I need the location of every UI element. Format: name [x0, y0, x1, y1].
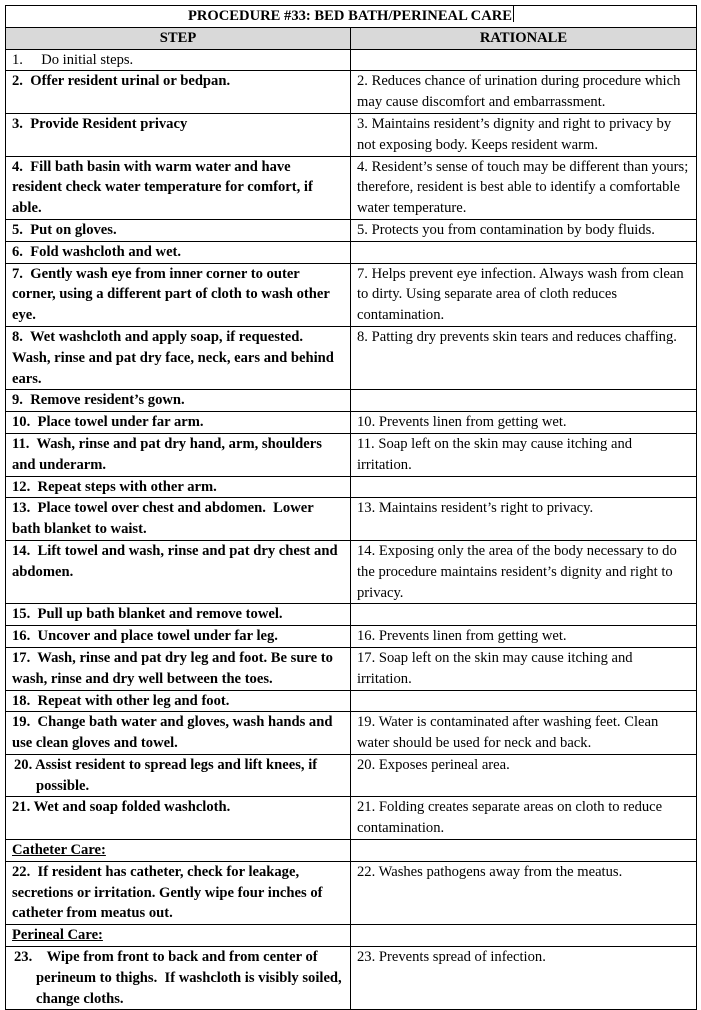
section-heading: Catheter Care: — [12, 842, 106, 859]
rationale-cell: 2. Reduces chance of urination during pr… — [350, 70, 697, 114]
step-cell: 11. Wash, rinse and pat dry hand, arm, s… — [5, 432, 351, 477]
step-cell: 13. Place towel over chest and abdomen. … — [5, 497, 351, 541]
rationale-cell — [350, 689, 697, 713]
step-row: 19. Change bath water and gloves, wash h… — [5, 711, 697, 755]
step-cell: 22. If resident has catheter, check for … — [5, 860, 351, 926]
step-cell: 6. Fold washcloth and wet. — [5, 240, 351, 264]
step-row: 10. Place towel under far arm. 10. Preven… — [5, 411, 697, 434]
step-cell: 1. Do initial steps. — [5, 48, 351, 72]
rationale-cell: 3. Maintains resident’s dignity and righ… — [350, 112, 697, 157]
step-row: 11. Wash, rinse and pat dry hand, arm, s… — [5, 432, 697, 477]
rationale-cell — [350, 48, 697, 72]
rationale-cell: 11. Soap left on the skin may cause itch… — [350, 432, 697, 477]
step-row: 3. Provide Resident privacy 3. Maintains … — [5, 112, 697, 157]
procedure-table: PROCEDURE #33: BED BATH/PERINEAL CARE ST… — [5, 5, 697, 1010]
step-row: 6. Fold washcloth and wet. — [5, 240, 697, 264]
step-cell: 20. Assist resident to spread legs and l… — [5, 753, 351, 798]
rationale-cell: 5. Protects you from contamination by bo… — [350, 218, 697, 242]
step-row: 16. Uncover and place towel under far le… — [5, 625, 697, 648]
step-cell: 8. Wet washcloth and apply soap, if requ… — [5, 325, 351, 391]
step-cell: 21. Wet and soap folded washcloth. — [5, 796, 351, 841]
step-row: 21. Wet and soap folded washcloth. 21. Fo… — [5, 796, 697, 841]
step-row: 4. Fill bath basin with warm water and h… — [5, 155, 697, 220]
rationale-cell: 16. Prevents linen from getting wet. — [350, 625, 697, 648]
step-cell: 16. Uncover and place towel under far le… — [5, 625, 351, 648]
procedure-title-text: PROCEDURE #33: BED BATH/PERINEAL CARE — [187, 8, 513, 24]
section-heading: Perineal Care: — [12, 927, 103, 944]
step-cell: 17. Wash, rinse and pat dry leg and foot… — [5, 646, 351, 691]
step-row: 20. Assist resident to spread legs and l… — [5, 753, 697, 798]
rationale-cell: 4. Resident’s sense of touch may be diff… — [350, 155, 697, 220]
column-header-rationale: RATIONALE — [350, 26, 697, 50]
step-cell: 14. Lift towel and wash, rinse and pat d… — [5, 539, 351, 605]
step-cell: 2. Offer resident urinal or bedpan. — [5, 70, 351, 114]
section-cell: Perineal Care: — [5, 924, 351, 948]
step-row: 9. Remove resident’s gown. — [5, 389, 697, 413]
section-row: Catheter Care: — [5, 839, 697, 862]
rationale-cell: 21. Folding creates separate areas on cl… — [350, 796, 697, 841]
rationale-cell: 19. Water is contaminated after washing … — [350, 711, 697, 755]
rationale-cell — [350, 475, 697, 499]
rationale-cell: 8. Patting dry prevents skin tears and r… — [350, 325, 697, 391]
step-cell: 15. Pull up bath blanket and remove towe… — [5, 603, 351, 627]
step-row: 14. Lift towel and wash, rinse and pat d… — [5, 539, 697, 605]
step-row: 18. Repeat with other leg and foot. — [5, 689, 697, 713]
step-row: 1. Do initial steps. — [5, 48, 697, 72]
step-cell: 7. Gently wash eye from inner corner to … — [5, 262, 351, 327]
rationale-cell: 22. Washes pathogens away from the meatu… — [350, 860, 697, 926]
empty-cell — [350, 839, 697, 862]
step-row: 23. Wipe from front to back and from cen… — [5, 946, 697, 1010]
step-cell: 9. Remove resident’s gown. — [5, 389, 351, 413]
rationale-cell: 7. Helps prevent eye infection. Always w… — [350, 262, 697, 327]
step-cell: 5. Put on gloves. — [5, 218, 351, 242]
empty-cell — [350, 924, 697, 948]
rationale-cell: 20. Exposes perineal area. — [350, 753, 697, 798]
rationale-cell: 17. Soap left on the skin may cause itch… — [350, 646, 697, 691]
step-cell: 10. Place towel under far arm. — [5, 411, 351, 434]
column-header-step: STEP — [5, 26, 351, 50]
procedure-title: PROCEDURE #33: BED BATH/PERINEAL CARE — [5, 5, 697, 28]
step-row: 7. Gently wash eye from inner corner to … — [5, 262, 697, 327]
step-cell: 19. Change bath water and gloves, wash h… — [5, 711, 351, 755]
step-row: 13. Place towel over chest and abdomen. … — [5, 497, 697, 541]
rationale-cell: 10. Prevents linen from getting wet. — [350, 411, 697, 434]
step-cell: 3. Provide Resident privacy — [5, 112, 351, 157]
rationale-cell — [350, 389, 697, 413]
step-cell: 12. Repeat steps with other arm. — [5, 475, 351, 499]
step-row: 12. Repeat steps with other arm. — [5, 475, 697, 499]
rationale-cell: 13. Maintains resident’s right to privac… — [350, 497, 697, 541]
rationale-cell — [350, 240, 697, 264]
rationale-cell: 14. Exposing only the area of the body n… — [350, 539, 697, 605]
step-cell: 4. Fill bath basin with warm water and h… — [5, 155, 351, 220]
step-row: 8. Wet washcloth and apply soap, if requ… — [5, 325, 697, 391]
step-row: 5. Put on gloves. 5. Protects you from co… — [5, 218, 697, 242]
step-cell: 18. Repeat with other leg and foot. — [5, 689, 351, 713]
step-row: 22. If resident has catheter, check for … — [5, 860, 697, 926]
step-cell: 23. Wipe from front to back and from cen… — [5, 946, 351, 1010]
text-cursor — [513, 6, 515, 22]
header-row: STEP RATIONALE — [5, 26, 697, 50]
section-row: Perineal Care: — [5, 924, 697, 948]
step-row: 17. Wash, rinse and pat dry leg and foot… — [5, 646, 697, 691]
title-row: PROCEDURE #33: BED BATH/PERINEAL CARE — [5, 5, 697, 28]
section-cell: Catheter Care: — [5, 839, 351, 862]
rationale-cell: 23. Prevents spread of infection. — [350, 946, 697, 1010]
step-row: 15. Pull up bath blanket and remove towe… — [5, 603, 697, 627]
rationale-cell — [350, 603, 697, 627]
step-row: 2. Offer resident urinal or bedpan. 2. Re… — [5, 70, 697, 114]
